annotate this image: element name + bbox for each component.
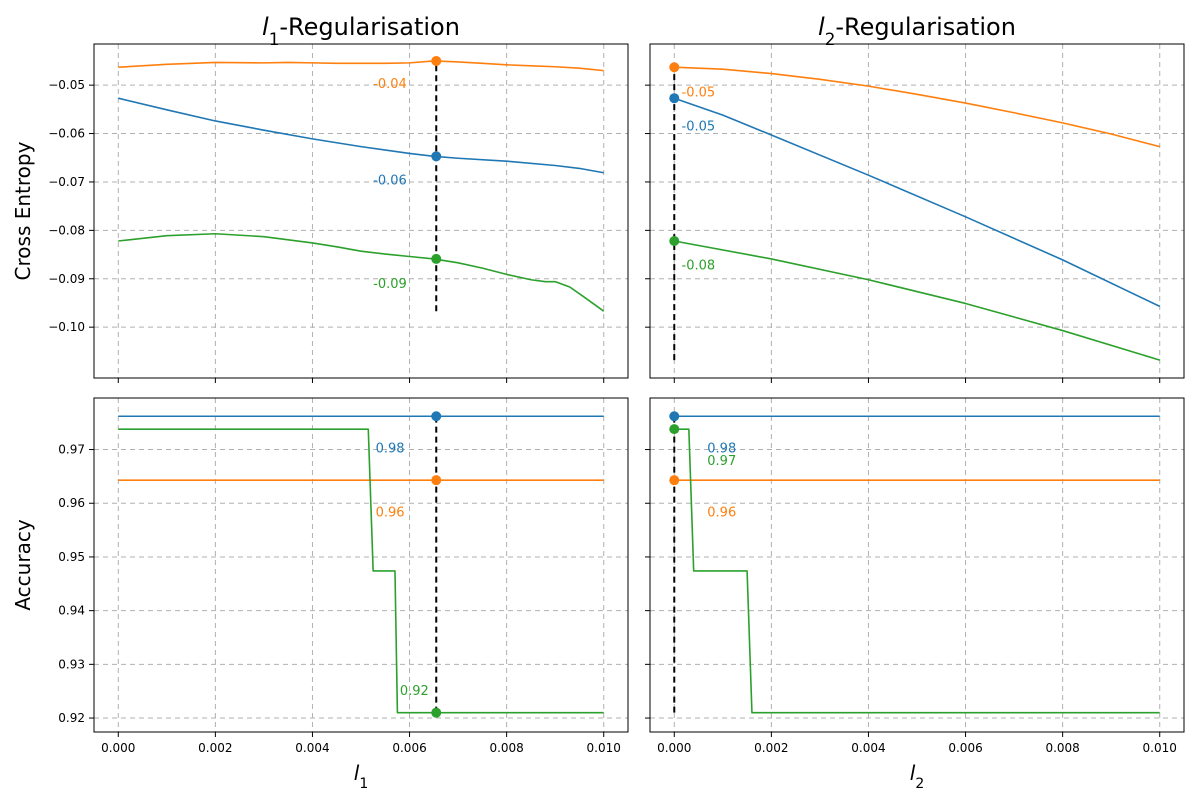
panel-title: l2-Regularisation	[818, 13, 1016, 49]
value-annotation: 0.96	[376, 505, 405, 520]
value-annotation: 0.98	[707, 441, 736, 456]
series-line	[674, 240, 1160, 361]
x-tick-label: 0.004	[295, 741, 329, 755]
value-annotation: 0.96	[707, 505, 736, 520]
axes-frame	[93, 397, 629, 733]
optimum-point	[669, 62, 680, 73]
optimum-point	[431, 151, 442, 162]
x-axis-label-subscript: 1	[359, 776, 368, 792]
x-axis-label-subscript: 2	[915, 776, 924, 792]
axes-frame	[649, 43, 1185, 379]
y-tick-label: 0.97	[58, 443, 85, 457]
y-tick-label: 0.92	[58, 711, 85, 725]
series-line	[118, 60, 604, 72]
panel-title: l1-Regularisation	[262, 13, 460, 49]
optimum-point	[669, 236, 680, 247]
x-tick-label: 0.010	[1143, 741, 1177, 755]
x-tick-label: 0.000	[101, 741, 135, 755]
y-tick-label: −0.06	[48, 127, 85, 141]
x-axis-label: l2	[910, 761, 924, 792]
x-tick-label: 0.006	[392, 741, 426, 755]
value-annotation: -0.06	[373, 174, 407, 189]
x-tick-label: 0.000	[657, 741, 691, 755]
series-line	[674, 97, 1161, 308]
panel-cross-entropy-l1: −0.05 −0.06 −0.07 −0.08 −0.09 −0.10 -0.04 -0.06…	[11, 13, 629, 383]
y-tick-label: −0.07	[48, 175, 85, 189]
value-annotation: -0.05	[682, 119, 716, 134]
panel-title-subscript: 1	[269, 29, 280, 49]
axes-frame	[93, 43, 629, 379]
optimum-point	[431, 55, 442, 66]
y-axis-label: Accuracy	[11, 519, 35, 610]
y-tick-label: −0.10	[48, 320, 85, 334]
y-tick-label: −0.08	[48, 223, 85, 237]
x-axis-label-variable: l	[354, 761, 360, 785]
value-annotation: 0.97	[707, 454, 736, 469]
panel-title-variable: l	[262, 13, 269, 41]
optimum-point	[669, 411, 680, 422]
value-annotation: -0.08	[682, 259, 716, 274]
optimum-point	[431, 475, 442, 486]
y-tick-label: 0.94	[58, 604, 85, 618]
optimum-point	[669, 475, 680, 486]
series-line	[674, 66, 1160, 148]
panel-title-text: -Regularisation	[835, 13, 1016, 41]
x-axis-label-variable: l	[910, 761, 916, 785]
x-tick-label: 0.004	[851, 741, 885, 755]
optimum-point	[669, 93, 680, 104]
optimum-point	[669, 424, 680, 435]
y-tick-label: −0.09	[48, 272, 85, 286]
optimum-point	[431, 707, 442, 718]
x-axis-label: l1	[354, 761, 368, 792]
panel-accuracy-l2: 0.000 0.002 0.004 0.006 0.008 0.010 0.980.97 0.…	[645, 397, 1185, 792]
series-line	[118, 97, 604, 174]
panel-title-variable: l	[818, 13, 825, 41]
panel-cross-entropy-l2: -0.05 -0.05 -0.08 l2-Regularisation	[645, 13, 1185, 383]
value-annotation: -0.04	[373, 77, 407, 92]
y-tick-label: −0.05	[48, 78, 85, 92]
panel-title-subscript: 2	[825, 29, 836, 49]
x-tick-label: 0.002	[754, 741, 788, 755]
x-tick-label: 0.008	[1045, 741, 1079, 755]
series-line	[674, 428, 1160, 714]
value-annotation: -0.05	[682, 85, 716, 100]
x-tick-label: 0.006	[948, 741, 982, 755]
x-tick-label: 0.010	[587, 741, 621, 755]
panel-title-text: -Regularisation	[279, 13, 460, 41]
axes-frame	[649, 397, 1185, 733]
value-annotation: 0.98	[376, 441, 405, 456]
x-tick-label: 0.008	[489, 741, 523, 755]
optimum-point	[431, 411, 442, 422]
y-tick-label: 0.95	[58, 550, 85, 564]
value-annotation: 0.92	[400, 684, 429, 699]
y-tick-label: 0.96	[58, 496, 85, 510]
value-annotation: -0.09	[373, 277, 407, 292]
optimum-point	[431, 253, 442, 264]
y-axis-label: Cross Entropy	[11, 141, 35, 280]
x-tick-label: 0.002	[198, 741, 232, 755]
panel-accuracy-l1: 0.000 0.002 0.004 0.006 0.008 0.010 0.97 0.96 0.…	[11, 397, 629, 792]
y-tick-label: 0.93	[58, 657, 85, 671]
